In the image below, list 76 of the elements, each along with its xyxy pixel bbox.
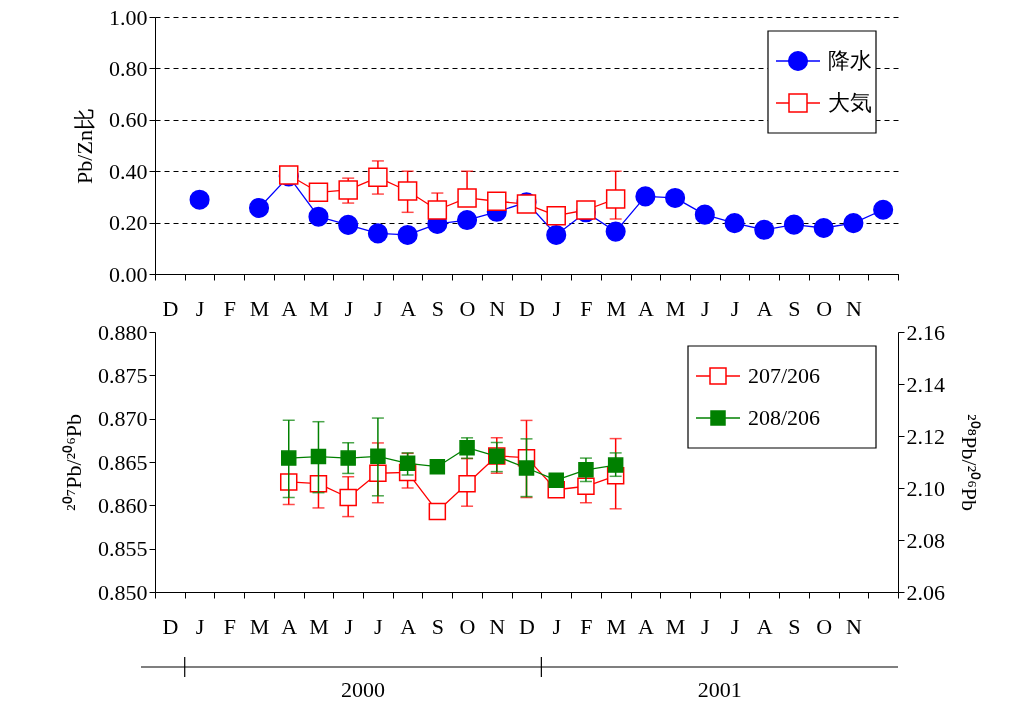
x-tick-label: A [637,613,654,639]
x-tick-label: N [489,613,506,639]
x-tick-label: M [606,295,626,321]
y2-tick-label: 2.16 [906,319,945,345]
x-tick-label: J [730,295,740,321]
y-tick-label: 0.875 [98,362,148,388]
x-tick-label: J [701,295,711,321]
x-tick-label: S [431,613,444,639]
y-axis-title: ²⁰⁷Pb/²⁰⁶Pb [61,413,86,512]
y-tick-label: 0.60 [109,107,148,133]
x-tick-label: A [400,295,417,321]
y-tick-label: 0.880 [98,319,148,345]
x-tick-label: M [249,295,270,321]
x-tick-label: J [344,295,354,321]
y2-tick-label: 2.06 [906,579,945,605]
x-tick-label: O [459,295,476,321]
y-tick-label: 0.870 [98,406,148,432]
x-tick-label: J [374,613,384,639]
text: 2000 [341,677,386,702]
x-tick-label: M [665,613,686,639]
legend-label: 208/206 [748,405,821,430]
x-tick-label: S [431,295,444,321]
y2-tick-label: 2.10 [906,475,945,501]
y-tick-label: 0.850 [98,579,148,605]
legend-label: 207/206 [748,363,821,388]
x-tick-label: S [788,613,801,639]
x-tick-label: A [281,295,298,321]
y-axis-title: Pb/Zn比 [72,108,97,184]
x-tick-label: O [459,613,476,639]
legend-label: 大気 [828,90,872,115]
x-tick-label: M [309,295,329,321]
y2-axis-title: ²⁰⁸Pb/²⁰⁶Pb [957,413,982,512]
x-tick-label: D [162,613,179,639]
x-tick-label: F [580,295,593,321]
x-tick-label: J [552,295,562,321]
x-tick-label: M [606,613,626,639]
x-tick-label: D [519,613,535,639]
x-tick-label: N [845,613,862,639]
x-tick-label: J [730,613,740,639]
x-tick-label: A [281,613,298,639]
x-tick-label: J [344,613,354,639]
x-tick-label: D [519,295,535,321]
x-tick-label: O [816,613,833,639]
y-tick-label: 0.860 [98,492,148,518]
x-tick-label: N [845,295,862,321]
text: 2001 [697,677,742,702]
x-tick-label: D [162,295,179,321]
x-tick-label: M [665,295,686,321]
x-tick-label: A [756,613,773,639]
x-tick-label: A [400,613,417,639]
x-tick-label: M [249,613,270,639]
x-tick-label: S [788,295,801,321]
x-tick-label: F [223,613,236,639]
y2-tick-label: 2.08 [906,527,945,553]
y-tick-label: 0.20 [109,210,148,236]
x-tick-label: M [309,613,329,639]
y-tick-label: 0.80 [109,55,148,81]
y-tick-label: 0.00 [109,261,148,287]
x-tick-label: N [489,295,506,321]
y2-tick-label: 2.12 [906,423,945,449]
y-tick-label: 1.00 [109,4,148,30]
y-tick-label: 0.865 [98,449,148,475]
x-tick-label: F [580,613,593,639]
x-tick-label: J [552,613,562,639]
y-tick-label: 0.40 [109,158,148,184]
y2-tick-label: 2.14 [906,371,945,397]
x-tick-label: O [816,295,833,321]
x-tick-label: F [223,295,236,321]
y-tick-label: 0.855 [98,536,148,562]
x-tick-label: A [637,295,654,321]
x-tick-label: J [195,613,205,639]
x-tick-label: J [701,613,711,639]
x-tick-label: J [374,295,384,321]
legend-label: 降水 [828,48,872,73]
x-tick-label: J [195,295,205,321]
x-tick-label: A [756,295,773,321]
